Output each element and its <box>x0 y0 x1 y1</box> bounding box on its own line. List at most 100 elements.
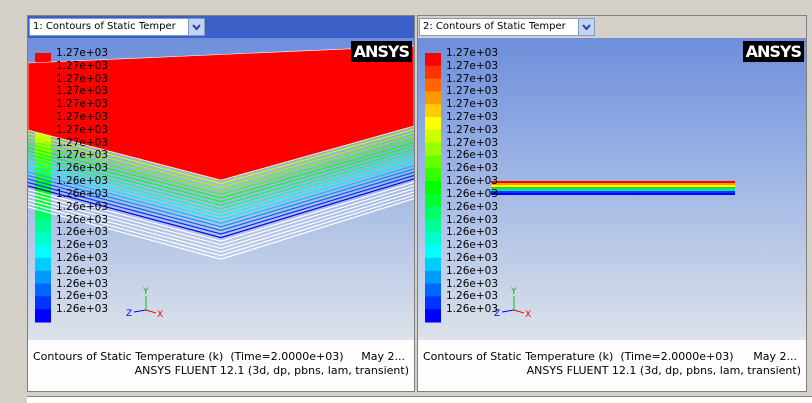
contour-line <box>28 132 414 188</box>
colorbar-label: 1.27e+03 <box>446 85 498 98</box>
colorbar-swatch <box>35 309 51 323</box>
contour-band <box>491 191 735 193</box>
colorbar-label: 1.27e+03 <box>446 98 498 111</box>
colorbar-swatch <box>425 53 441 67</box>
contour-line <box>28 145 414 203</box>
colorbar-swatch <box>425 309 441 323</box>
colorbar-label: 1.26e+03 <box>56 277 108 290</box>
colorbar-swatch <box>425 219 441 233</box>
colorbar-label: 1.26e+03 <box>56 200 108 213</box>
view-dropdown[interactable]: 1: Contours of Static Temper <box>29 18 189 36</box>
colorbar-swatch <box>425 142 441 156</box>
colorbar-swatch <box>35 232 51 246</box>
colorbar-swatch <box>425 65 441 80</box>
colorbar-swatch <box>425 78 441 92</box>
contour-band <box>491 193 735 195</box>
axis-x <box>145 309 157 314</box>
colorbar-swatch <box>35 245 51 259</box>
colorbar-swatch <box>425 257 441 272</box>
console-area <box>27 396 812 403</box>
colorbar-label: 1.26e+03 <box>56 187 108 200</box>
colorbar-swatch <box>35 219 51 233</box>
colorbar-label: 1.27e+03 <box>446 59 498 72</box>
view-dropdown[interactable]: 2: Contours of Static Temper <box>419 18 579 36</box>
contour-band <box>491 183 735 185</box>
colorbar-swatch <box>425 296 441 310</box>
dropdown-button[interactable] <box>578 18 595 36</box>
viewport-panel: 1: Contours of Static Temper Y Z X 1.27e+03 1… <box>27 15 415 392</box>
ansys-logo: ANSYS <box>350 41 412 62</box>
contour-line <box>28 155 414 214</box>
colorbar-label: 1.26e+03 <box>446 213 498 226</box>
footer-title: Contours of Static Temperature (k) (Time… <box>423 350 734 363</box>
contour-line <box>28 168 414 228</box>
colorbar-label: 1.26e+03 <box>56 226 108 239</box>
footer-version: ANSYS FLUENT 12.1 (3d, dp, pbns, lam, tr… <box>134 364 409 377</box>
axis-label-y: Y <box>142 287 149 297</box>
axis-label-y: Y <box>510 287 517 297</box>
colorbar-label: 1.26e+03 <box>56 264 108 277</box>
contour-line <box>28 171 414 232</box>
colorbar-label: 1.27e+03 <box>56 98 108 111</box>
contour-line <box>28 141 414 199</box>
footer-date: May 2... <box>361 350 405 363</box>
colorbar-swatch <box>425 270 441 285</box>
viewport-footer: Contours of Static Temperature (k) (Time… <box>28 340 414 391</box>
ansys-logo: ANSYS <box>742 41 804 62</box>
contour-line <box>28 151 414 210</box>
colorbar-label: 1.26e+03 <box>446 187 498 200</box>
colorbar-swatch <box>425 168 441 182</box>
colorbar-label: 1.26e+03 <box>56 303 108 316</box>
viewport-panel: 2: Contours of Static Temper Y Z X 1.27e+03 1… <box>417 15 807 392</box>
colorbar-swatch <box>425 129 441 144</box>
colorbar-swatch <box>425 245 441 259</box>
colorbar-label: 1.26e+03 <box>446 303 498 316</box>
colorbar-label: 1.26e+03 <box>56 175 108 188</box>
colorbar-swatch <box>35 270 51 285</box>
graphics-view: Y Z X 1.27e+03 1.27e+03 1.27e+03 1.27e+03 1.27e… <box>418 38 806 340</box>
axis-z <box>133 309 147 313</box>
colorbar-label: 1.26e+03 <box>446 200 498 213</box>
colorbar-label: 1.26e+03 <box>56 162 108 175</box>
contour-band <box>491 181 735 183</box>
colorbar-label: 1.27e+03 <box>446 111 498 124</box>
contour-line <box>28 198 414 260</box>
colorbar-swatch <box>425 155 441 169</box>
colorbar-label: 1.26e+03 <box>446 175 498 188</box>
colorbar-swatch <box>35 257 51 272</box>
colorbar-label: 1.26e+03 <box>56 290 108 303</box>
colorbar-label: 1.26e+03 <box>446 162 498 175</box>
axis-z <box>501 309 515 313</box>
contour-line <box>28 135 414 192</box>
contour-line <box>28 188 414 250</box>
axis-x <box>513 309 525 314</box>
colorbar-swatch <box>425 232 441 246</box>
colorbar-label: 1.26e+03 <box>446 251 498 264</box>
colorbar-label: 1.26e+03 <box>56 239 108 252</box>
contour-line <box>28 158 414 217</box>
colorbar-label: 1.27e+03 <box>56 72 108 85</box>
graphics-view: Y Z X 1.27e+03 1.27e+03 1.27e+03 1.27e+03 1.27e… <box>28 38 414 340</box>
colorbar-label: 1.27e+03 <box>446 47 498 59</box>
dropdown-button[interactable] <box>188 18 205 36</box>
panel-header: 2: Contours of Static Temper <box>418 16 806 38</box>
contour-line <box>28 191 414 253</box>
colorbar-label: 1.26e+03 <box>446 264 498 277</box>
axis-label-x: X <box>157 310 163 320</box>
contour-band <box>491 187 735 189</box>
colorbar-swatch <box>425 283 441 297</box>
colorbar-label: 1.26e+03 <box>446 226 498 239</box>
contour-line <box>28 138 414 196</box>
colorbar-swatch <box>425 193 441 208</box>
footer-version: ANSYS FLUENT 12.1 (3d, dp, pbns, lam, tr… <box>526 364 801 377</box>
contour-plot: Y Z X <box>28 45 414 323</box>
contour-line <box>28 128 414 185</box>
colorbar-label: 1.26e+03 <box>56 213 108 226</box>
contour-line <box>28 165 414 224</box>
contour-line <box>28 174 414 235</box>
axis-label-x: X <box>525 310 531 320</box>
contour-line <box>28 184 414 246</box>
colorbar-swatch <box>425 206 441 221</box>
colorbar-label: 1.27e+03 <box>56 136 108 149</box>
